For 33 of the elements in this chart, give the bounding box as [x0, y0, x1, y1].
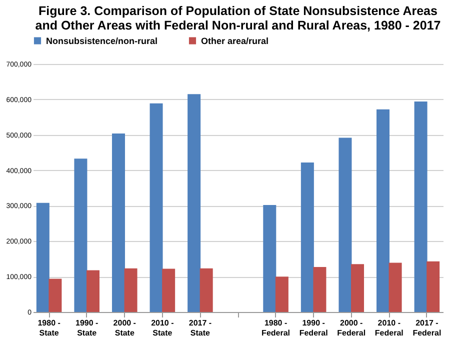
x-tick-label: 1990 - Federal: [299, 318, 328, 338]
legend-label: Nonsubsistence/non-rural: [46, 36, 158, 46]
chart-title: Figure 3. Comparison of Population of State Nonsubsistence Areas and Other Areas with Federal Non-rural and Rural Areas, 1980 - 2017: [35, 4, 441, 32]
bar: [150, 103, 163, 312]
bar: [36, 202, 50, 312]
bar: [351, 264, 364, 312]
bar: [200, 268, 213, 312]
legend-label: Other area/rural: [201, 36, 269, 46]
x-tick-label: 2000 - State: [113, 318, 136, 338]
bar: [426, 261, 440, 312]
bar: [48, 278, 62, 312]
x-tick-label: 1980 - State: [38, 318, 61, 338]
x-tick-label: 2017 - Federal: [412, 318, 442, 338]
bar: [388, 262, 402, 312]
x-tick-label: 1980 - Federal: [262, 318, 290, 338]
x-tick-label: 2017 - State: [188, 318, 212, 338]
x-tick-label: 2000 - Federal: [337, 318, 366, 338]
bar: [86, 270, 100, 312]
x-tick-label: 2010 - Federal: [374, 318, 404, 338]
bar: [188, 94, 201, 312]
bar: [376, 109, 390, 312]
bar: [300, 162, 314, 312]
bar: [338, 138, 352, 312]
bar: [313, 267, 326, 312]
bar: [124, 268, 138, 312]
bar: [414, 102, 428, 312]
x-tick-label: 2010 - State: [151, 318, 174, 338]
bar: [74, 158, 88, 312]
bar: [162, 268, 176, 312]
bar: [112, 133, 125, 312]
bar: [275, 276, 288, 312]
bar: [263, 205, 276, 312]
x-tick-label: 1990 - State: [76, 318, 99, 338]
